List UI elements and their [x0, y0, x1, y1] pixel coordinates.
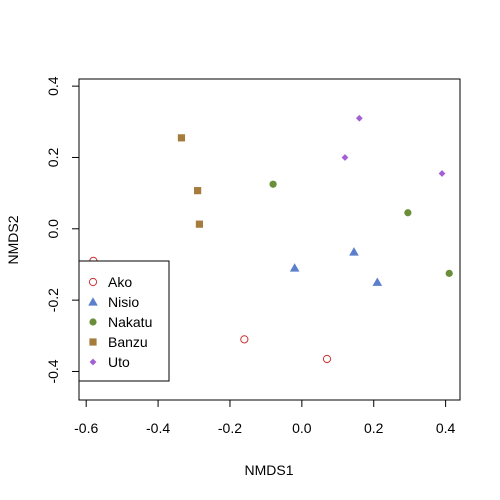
x-tick-label: -0.2: [218, 420, 242, 436]
data-point-banzu: [195, 220, 204, 228]
x-axis-title: NMDS1: [244, 462, 293, 478]
data-point-uto: [355, 114, 363, 122]
x-tick-label: 0.4: [436, 420, 456, 436]
data-point-ako: [322, 354, 332, 364]
legend: Ako Nisio Nakatu Banzu Uto: [78, 260, 170, 382]
data-point-uto: [341, 154, 349, 161]
data-point-ako: [240, 335, 249, 344]
legend-label-nisio: Nisio: [108, 294, 139, 310]
y-tick-label: 0.2: [45, 148, 61, 168]
x-tick-label: 0.0: [292, 420, 312, 436]
y-tick-label: -0.2: [45, 288, 61, 312]
legend-label-ako: Ako: [108, 274, 132, 290]
y-tick-label: -0.4: [45, 359, 61, 383]
data-point-nisio: [349, 247, 359, 256]
y-axis-title: NMDS2: [5, 215, 21, 264]
data-point-nisio: [289, 263, 300, 272]
legend-label-nakatu: Nakatu: [108, 314, 152, 330]
data-point-uto: [438, 170, 446, 177]
y-axis: -0.4 -0.2 0.0 0.2 0.4: [45, 76, 80, 384]
y-tick-label: 0.0: [45, 219, 61, 239]
data-point-nakatu: [445, 269, 453, 277]
x-tick-label: -0.6: [74, 420, 98, 436]
data-point-banzu: [177, 134, 186, 142]
legend-marker-ako: [88, 277, 98, 287]
y-tick-label: 0.4: [45, 76, 61, 96]
data-point-banzu: [194, 187, 202, 195]
data-point-nakatu: [269, 180, 277, 188]
data-points: [89, 114, 453, 364]
x-axis: -0.6 -0.4 -0.2 0.0 0.2 0.4: [74, 399, 456, 436]
legend-label-banzu: Banzu: [108, 334, 148, 350]
legend-label-uto: Uto: [108, 354, 130, 370]
legend-marker-nakatu: [89, 318, 97, 326]
x-tick-label: -0.4: [146, 420, 170, 436]
data-point-nisio: [372, 277, 383, 286]
legend-marker-banzu: [89, 338, 97, 346]
data-point-nakatu: [404, 209, 412, 217]
x-tick-label: 0.2: [364, 420, 384, 436]
legend-marker-uto: [89, 358, 97, 366]
legend-marker-nisio: [88, 297, 98, 306]
